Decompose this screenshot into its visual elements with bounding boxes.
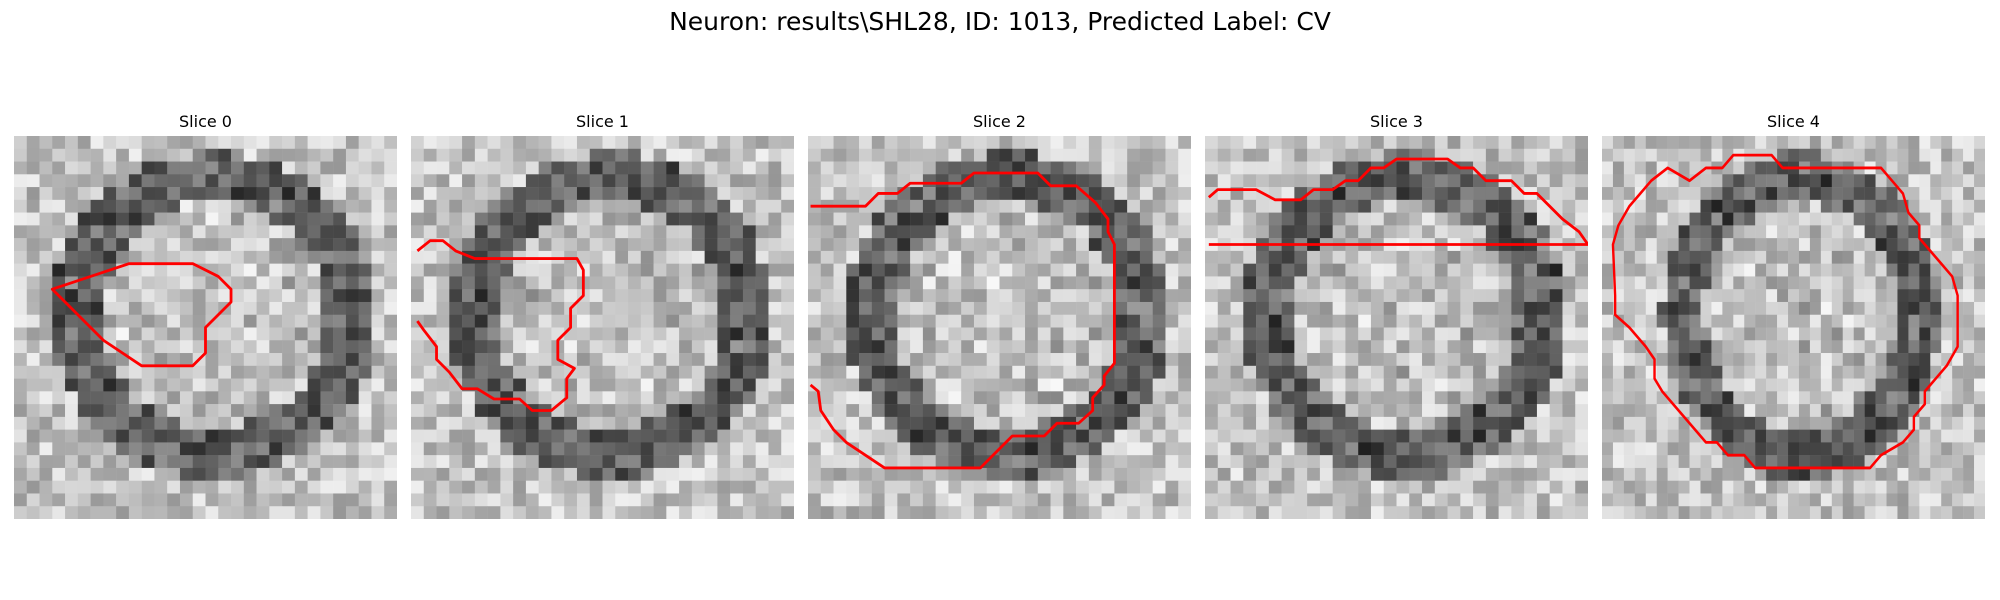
figure-title: Neuron: results\SHL28, ID: 1013, Predict… <box>669 7 1331 36</box>
micrograph-texture <box>808 136 1191 519</box>
slice-panel-0: Slice 0 <box>14 110 397 519</box>
segmentation-contour <box>50 262 233 368</box>
slice-title: Slice 3 <box>1370 112 1423 131</box>
slice-image <box>14 136 397 519</box>
slice-title: Slice 4 <box>1767 112 1820 131</box>
slice-title: Slice 0 <box>179 112 232 131</box>
micrograph-texture <box>1205 136 1588 519</box>
micrograph-texture <box>411 136 794 519</box>
slice-image <box>808 136 1191 519</box>
segmentation-contour <box>1207 157 1588 246</box>
slice-title: Slice 1 <box>576 112 629 131</box>
slice-title: Slice 2 <box>973 112 1026 131</box>
slice-panel-1: Slice 1 <box>411 110 794 519</box>
segmentation-contour <box>809 171 1116 470</box>
micrograph-texture <box>14 136 397 519</box>
slice-panel-4: Slice 4 <box>1602 110 1985 519</box>
micrograph-texture <box>1602 136 1985 519</box>
segmentation-contour <box>1611 153 1959 470</box>
slice-image <box>1602 136 1985 519</box>
slice-image <box>1205 136 1588 519</box>
segmentation-contour <box>416 239 585 412</box>
slice-panel-3: Slice 3 <box>1205 110 1588 519</box>
slice-image <box>411 136 794 519</box>
slice-panel-2: Slice 2 <box>808 110 1191 519</box>
